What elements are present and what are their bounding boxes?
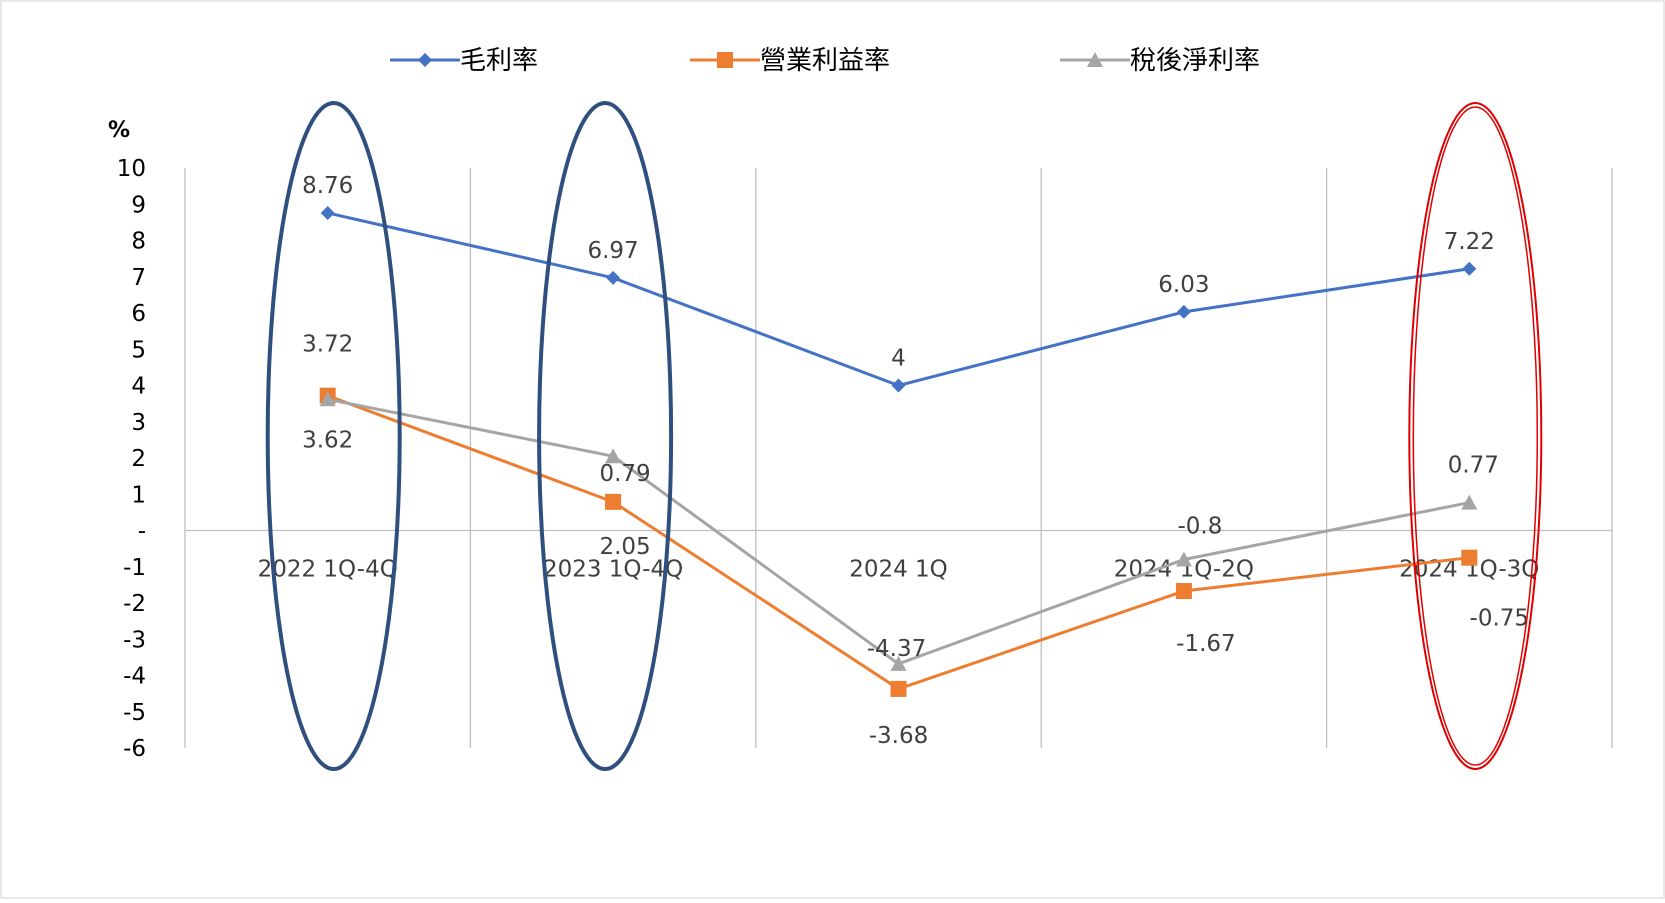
legend-label: 毛利率 <box>460 46 538 76</box>
y-tick-label: 1 <box>131 482 146 508</box>
x-category-label: 2022 1Q-4Q <box>258 557 398 583</box>
data-label: 6.03 <box>1158 272 1209 298</box>
data-label: 0.79 <box>599 461 650 487</box>
x-category-label: 2023 1Q-4Q <box>543 557 683 583</box>
data-label: -4.37 <box>867 636 927 662</box>
data-point-marker <box>606 270 621 285</box>
y-tick-label: 10 <box>117 156 146 182</box>
y-tick-label: -4 <box>123 664 146 690</box>
data-point-marker <box>1176 304 1191 319</box>
data-point-marker <box>890 680 907 697</box>
data-point-marker <box>1175 551 1192 567</box>
data-label: 2.05 <box>599 534 650 560</box>
data-label: 0.77 <box>1448 453 1499 479</box>
y-tick-label: 8 <box>131 229 146 255</box>
y-tick-label: -5 <box>123 700 146 726</box>
y-tick-label: 3 <box>131 410 146 436</box>
data-point-marker <box>320 205 335 220</box>
data-label: -3.68 <box>869 723 929 749</box>
data-label: -0.75 <box>1470 606 1530 632</box>
legend-label: 稅後淨利率 <box>1130 46 1260 76</box>
legend-item: 稅後淨利率 <box>1060 46 1260 76</box>
data-point-marker <box>1462 261 1477 276</box>
highlight-ellipse <box>537 101 674 771</box>
y-tick-label: 6 <box>131 301 146 327</box>
data-point-marker <box>1461 549 1478 566</box>
highlight-ellipse <box>265 101 402 771</box>
data-point-marker <box>605 448 622 464</box>
y-tick-label: -3 <box>123 627 146 653</box>
data-point-marker <box>319 391 336 407</box>
y-unit-label: % <box>108 118 130 143</box>
y-tick-label: 9 <box>131 192 146 218</box>
highlight-ellipse <box>1408 102 1543 770</box>
data-label: 4 <box>891 346 906 372</box>
y-tick-label: -2 <box>123 591 146 617</box>
data-point-marker <box>890 655 907 671</box>
y-tick-label: 7 <box>131 265 146 291</box>
y-tick-label: 2 <box>131 446 146 472</box>
data-label: 7.22 <box>1444 229 1495 255</box>
highlight-ellipse-inner <box>1412 106 1539 766</box>
y-tick-label: -6 <box>123 736 146 762</box>
legend-label: 營業利益率 <box>760 46 890 76</box>
data-label: 8.76 <box>302 173 353 199</box>
data-label: -0.8 <box>1177 514 1222 540</box>
data-point-marker <box>891 378 906 393</box>
series-3 <box>319 391 1478 671</box>
data-point-marker <box>1461 494 1478 510</box>
x-category-label: 2024 1Q <box>849 557 948 583</box>
data-point-marker <box>1087 52 1103 67</box>
data-point-marker <box>717 52 733 68</box>
y-tick-label: 4 <box>131 374 146 400</box>
data-label: 3.72 <box>302 332 353 358</box>
data-label: -1.67 <box>1176 631 1236 657</box>
y-tick-label: -1 <box>123 555 146 581</box>
y-tick-label: 5 <box>131 337 146 363</box>
data-point-marker <box>1175 583 1192 600</box>
series-1 <box>320 205 1477 393</box>
data-label: 6.97 <box>587 238 638 264</box>
data-point-marker <box>605 493 622 510</box>
y-tick-label: - <box>138 519 146 545</box>
legend-item: 毛利率 <box>390 46 538 76</box>
legend-item: 營業利益率 <box>690 46 890 76</box>
data-point-marker <box>418 53 432 67</box>
data-label: 3.62 <box>302 427 353 453</box>
